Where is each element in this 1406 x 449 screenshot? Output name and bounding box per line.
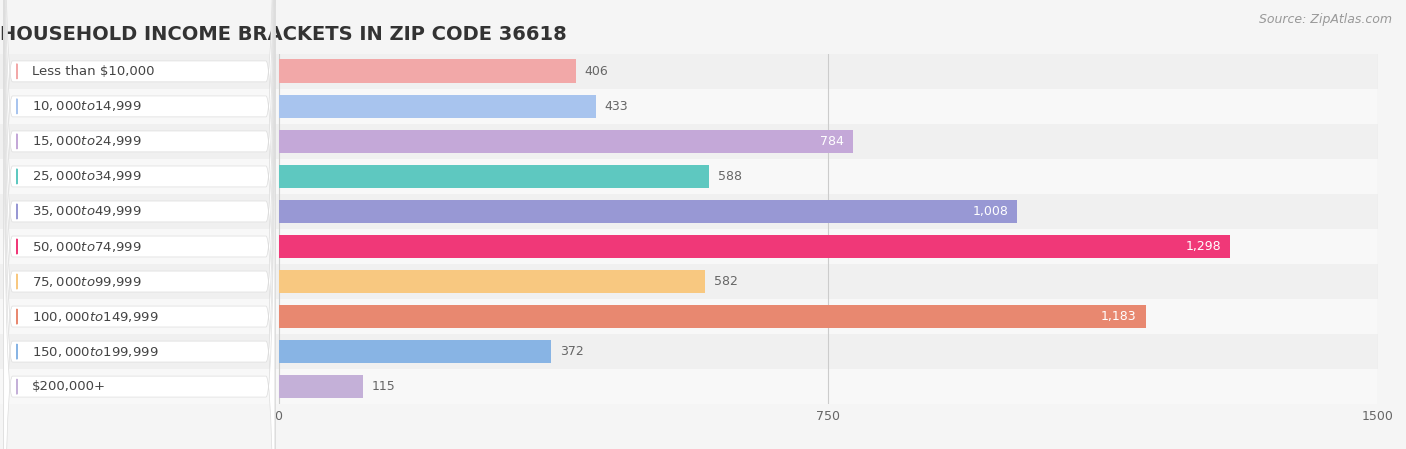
FancyBboxPatch shape [4,0,274,449]
Bar [278,129,853,154]
Text: $100,000 to $149,999: $100,000 to $149,999 [31,309,157,324]
Text: 115: 115 [371,380,395,393]
Text: 1,298: 1,298 [1185,240,1220,253]
Text: $10,000 to $14,999: $10,000 to $14,999 [31,99,141,114]
Text: $200,000+: $200,000+ [31,380,105,393]
Bar [278,94,596,119]
FancyBboxPatch shape [4,0,274,449]
FancyBboxPatch shape [4,0,274,449]
Bar [0,264,1378,299]
Text: HOUSEHOLD INCOME BRACKETS IN ZIP CODE 36618: HOUSEHOLD INCOME BRACKETS IN ZIP CODE 36… [0,25,567,44]
Text: Less than $10,000: Less than $10,000 [31,65,155,78]
Bar [0,369,1378,404]
FancyBboxPatch shape [4,0,274,449]
Bar [278,304,1146,329]
Text: $75,000 to $99,999: $75,000 to $99,999 [31,274,141,289]
FancyBboxPatch shape [4,0,274,449]
Bar [0,299,1378,334]
Bar [278,234,1230,259]
Bar [278,339,551,364]
FancyBboxPatch shape [4,0,274,449]
FancyBboxPatch shape [4,0,274,449]
FancyBboxPatch shape [4,0,274,449]
Text: $15,000 to $24,999: $15,000 to $24,999 [31,134,141,149]
Text: $25,000 to $34,999: $25,000 to $34,999 [31,169,141,184]
Bar [0,159,1378,194]
FancyBboxPatch shape [4,0,274,449]
Text: 1,008: 1,008 [973,205,1008,218]
Bar [278,199,1018,224]
Text: 1,183: 1,183 [1101,310,1136,323]
Text: $150,000 to $199,999: $150,000 to $199,999 [31,344,157,359]
Text: 784: 784 [821,135,845,148]
Bar [0,54,1378,89]
Bar [0,194,1378,229]
Text: 582: 582 [714,275,738,288]
Bar [0,334,1378,369]
Bar [0,124,1378,159]
Text: $35,000 to $49,999: $35,000 to $49,999 [31,204,141,219]
Text: $50,000 to $74,999: $50,000 to $74,999 [31,239,141,254]
Text: Source: ZipAtlas.com: Source: ZipAtlas.com [1258,13,1392,26]
Text: 406: 406 [585,65,609,78]
FancyBboxPatch shape [4,0,274,449]
Text: 588: 588 [718,170,742,183]
Bar [278,269,704,294]
Bar [0,89,1378,124]
Bar [0,229,1378,264]
Text: 372: 372 [560,345,583,358]
Text: 433: 433 [605,100,628,113]
Bar [278,374,363,399]
Bar [278,164,710,189]
Bar [278,59,576,84]
